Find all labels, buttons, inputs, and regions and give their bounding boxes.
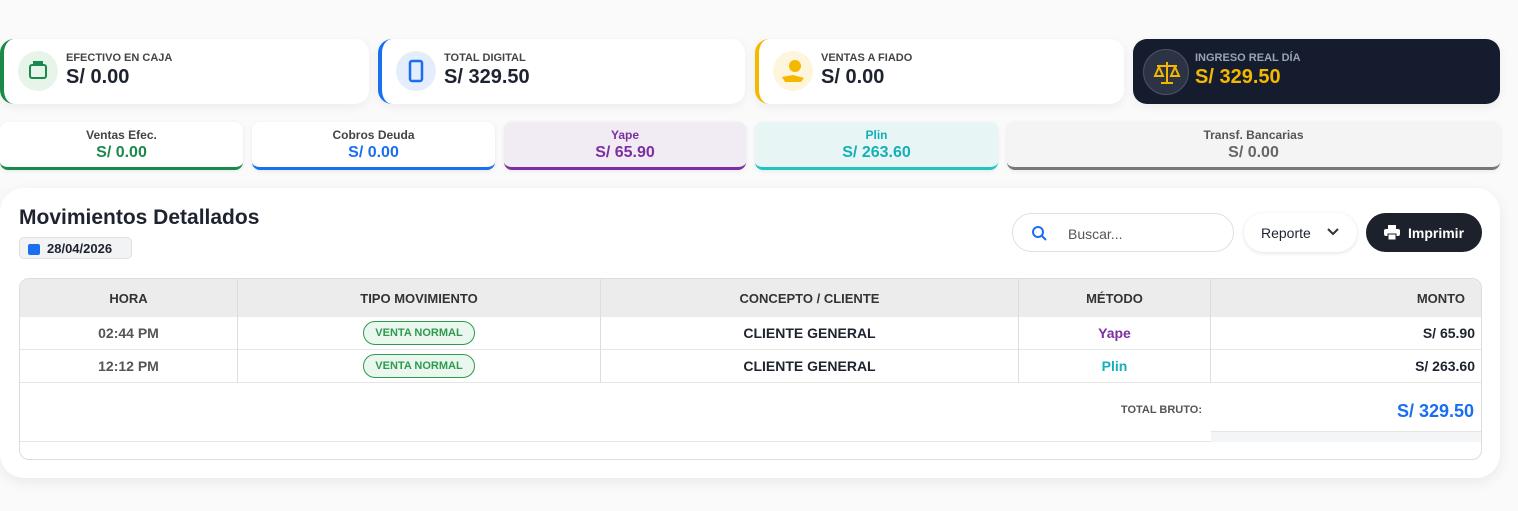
icon [18,51,58,91]
label: Yape [610,128,640,142]
label: Transf. Bancarias [1203,128,1304,142]
header-cell: MONTO [1211,279,1481,317]
label: VENTAS A FIADO [821,52,913,64]
label: EFECTIVO EN CAJA [66,52,173,64]
amount: S/ 65.90 [595,144,655,161]
print-label: Imprimir [1408,225,1465,241]
label: Ventas Efec. [86,128,157,142]
search-input[interactable]: Buscar... [1012,213,1234,252]
total-label: TOTAL BRUTO: [1120,404,1202,416]
total-amount: S/ 329.50 [1211,392,1481,432]
method-card: Yape S/ 65.90 [504,122,746,170]
summary-card: EFECTIVO EN CAJA S/ 0.00 [0,39,369,104]
spacer [1211,432,1481,442]
amount: S/ 329.50 [1195,66,1281,88]
cell: Plin [1019,350,1211,383]
method-card: Cobros Deuda S/ 0.00 [252,122,495,170]
panel: Movimientos Detallados 28/04/2026 Buscar… [0,188,1500,478]
cell: VENTA NORMAL [238,350,601,383]
cell: S/ 263.60 [1211,350,1481,383]
header-cell: CONCEPTO / CLIENTE [601,279,1019,317]
table: HORA TIPO MOVIMIENTO CONCEPTO / CLIENTE … [19,278,1482,460]
amount: S/ 0.00 [348,144,399,161]
label: Cobros Deuda [332,128,415,142]
cell: 12:12 PM [20,350,238,383]
date: 28/04/2026 [47,241,113,256]
report-button[interactable]: Reporte [1244,213,1357,252]
cell: VENTA NORMAL [238,317,601,350]
total-row [20,383,1211,442]
badge: VENTA NORMAL [363,354,475,378]
label: TOTAL DIGITAL [444,52,526,64]
amount: S/ 0.00 [96,144,147,161]
method-card: Transf. Bancarias S/ 0.00 [1007,122,1500,170]
amount: S/ 0.00 [66,66,130,88]
print-button[interactable]: Imprimir [1366,213,1482,252]
amount: S/ 0.00 [1228,144,1279,161]
cell: Yape [1019,317,1211,350]
search-placeholder: Buscar... [1068,226,1123,242]
amount: S/ 329.50 [444,66,530,88]
cell: S/ 65.90 [1211,317,1481,350]
method-card: Plin S/ 263.60 [755,122,998,170]
date-badge: 28/04/2026 [19,237,132,259]
icon [1143,49,1189,95]
header-cell: MÉTODO [1019,279,1211,317]
panel-title: Movimientos Detallados [19,206,260,229]
amount: S/ 0.00 [821,66,885,88]
amount: S/ 263.60 [842,144,911,161]
header-cell: HORA [20,279,238,317]
cell: CLIENTE GENERAL [601,317,1019,350]
summary-card: INGRESO REAL DÍA S/ 329.50 [1133,39,1500,104]
summary-card: VENTAS A FIADO S/ 0.00 [755,39,1124,104]
header-cell: TIPO MOVIMIENTO [238,279,601,317]
label: INGRESO REAL DÍA [1195,52,1301,64]
summary-card: TOTAL DIGITAL S/ 329.50 [378,39,745,104]
report-label: Reporte [1261,225,1311,241]
method-card: Ventas Efec. S/ 0.00 [0,122,243,170]
label: Plin [865,128,888,142]
cell: CLIENTE GENERAL [601,350,1019,383]
cell: 02:44 PM [20,317,238,350]
icon [773,51,813,91]
badge: VENTA NORMAL [363,321,475,345]
icon [396,51,436,91]
